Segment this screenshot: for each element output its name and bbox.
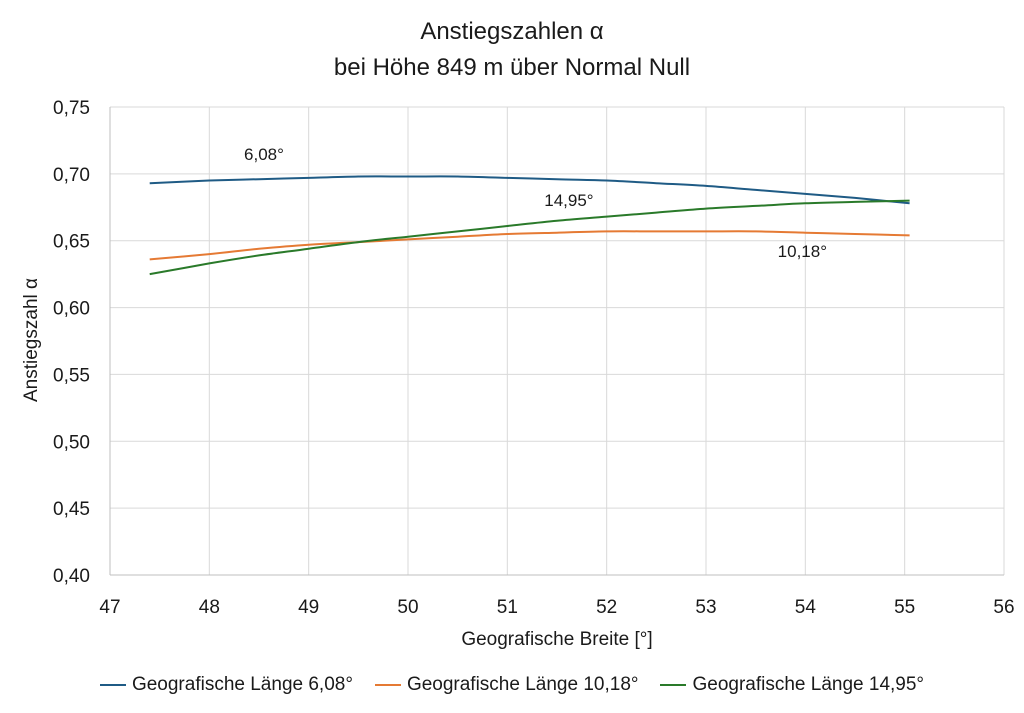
y-axis-label: Anstiegszahl α [21,278,42,402]
chart-title-line-2: bei Höhe 849 m über Normal Null [333,54,691,81]
series-annotation: 14,95° [544,191,593,210]
series-line-2 [149,199,910,276]
y-tick-label: 0,60 [53,299,90,320]
tick-labels: 0,40 0,45 0,50 0,55 0,60 0,65 0,70 0,75 47 48 49 50… [53,98,1015,618]
x-tick-label: 47 [99,597,120,618]
x-tick-label: 53 [695,597,716,618]
x-tick-label: 54 [795,597,817,618]
legend-item-6-08: Geografische Länge 6,08° [99,674,353,696]
legend-swatch-10-18 [374,684,401,686]
y-tick-label: 0,70 [53,165,90,186]
legend-swatch-6-08 [99,684,126,686]
series-lines [149,175,910,276]
grid-lines [110,106,1005,575]
x-tick-label: 49 [298,597,319,618]
y-tick-label: 0,55 [53,365,90,386]
legend-label-10-18: Geografische Länge 10,18° [406,674,639,695]
series-annotation: 6,08° [244,145,284,164]
annotations: 6,08° 14,95° 10,18° [244,145,827,261]
y-tick-label: 0,40 [53,566,90,587]
legend-item-14-95: Geografische Länge 14,95° [660,674,924,696]
y-tick-label: 0,65 [53,232,90,253]
chart-title-line-1: Anstiegszahlen α [420,18,604,45]
series-annotation: 10,18° [778,242,827,261]
x-tick-label: 52 [596,597,617,618]
legend-label-14-95: Geografische Länge 14,95° [692,674,925,695]
legend-item-10-18: Geografische Länge 10,18° [374,674,639,696]
series-line-1 [149,230,910,261]
y-tick-label: 0,50 [53,432,90,453]
x-axis-label: Geografische Breite [°] [461,629,652,650]
x-tick-label: 50 [397,597,418,618]
series-line-0 [149,175,910,205]
axes [109,107,1004,576]
legend: Geografische Länge 6,08° Geografische Lä… [0,674,1024,696]
y-tick-label: 0,45 [53,499,90,520]
y-tick-label: 0,75 [53,98,90,119]
legend-label-6-08: Geografische Länge 6,08° [131,674,353,695]
x-tick-label: 55 [894,597,915,618]
legend-swatch-14-95 [660,684,687,686]
x-tick-label: 51 [497,597,518,618]
x-tick-label: 56 [993,597,1014,618]
x-tick-label: 48 [199,597,220,618]
